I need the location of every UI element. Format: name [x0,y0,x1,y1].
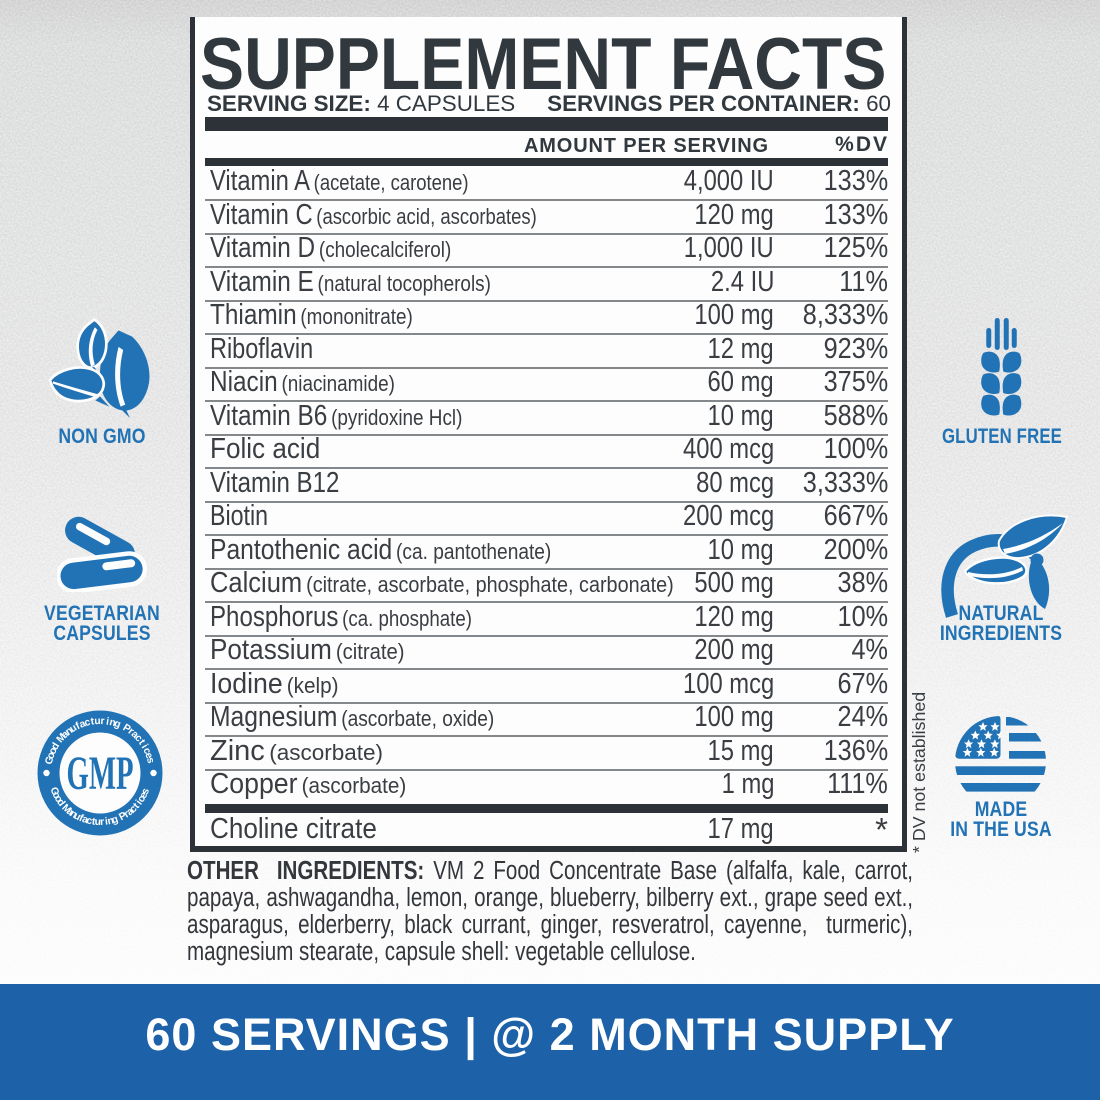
svg-text:d: d [49,741,62,752]
svg-text:t: t [131,801,142,811]
svg-text:t: t [136,738,147,748]
svg-text:d: d [54,797,67,809]
svg-text:r: r [122,809,131,820]
svg-text:r: r [100,716,105,727]
svg-text:n: n [68,808,79,821]
svg-text:o: o [47,746,60,756]
svg-text:s: s [140,787,152,797]
svg-text:t: t [91,816,96,827]
svg-text:u: u [68,723,79,736]
svg-text:c: c [132,733,144,745]
svg-text:a: a [64,806,75,818]
svg-text:c: c [140,746,153,756]
svg-text:f: f [74,721,82,733]
svg-text:G: G [48,786,61,798]
svg-text:GMP: GMP [67,747,134,800]
svg-text:c: c [128,803,140,815]
svg-text:s: s [144,756,156,764]
svg-text:i: i [134,798,145,807]
svg-text:n: n [107,815,116,827]
svg-text:g: g [110,814,119,826]
svg-text:P: P [121,722,133,735]
svg-text:a: a [60,729,72,741]
svg-text:o: o [45,751,57,761]
svg-text:a: a [78,718,87,730]
svg-text:e: e [142,751,154,760]
svg-text:u: u [72,810,83,823]
svg-text:n: n [63,725,75,738]
svg-text:G: G [44,755,57,765]
svg-text:t: t [90,716,96,727]
svg-text:o: o [52,794,65,805]
svg-text:P: P [117,810,128,823]
svg-text:c: c [85,815,93,827]
svg-text:o: o [50,790,63,801]
svg-text:u: u [94,716,101,727]
svg-text:i: i [105,716,110,727]
svg-text:u: u [94,817,101,828]
svg-text:g: g [113,718,123,730]
svg-text:a: a [81,814,90,826]
svg-text:c: c [83,717,91,729]
svg-text:n: n [108,717,117,729]
svg-text:e: e [138,790,151,800]
svg-text:i: i [139,743,150,751]
svg-text:r: r [100,817,104,828]
svg-text:r: r [126,726,136,737]
svg-text:a: a [125,806,136,818]
svg-text:a: a [129,729,141,741]
svg-text:f: f [77,813,85,825]
svg-text:c: c [136,794,149,805]
svg-text:i: i [104,816,108,827]
